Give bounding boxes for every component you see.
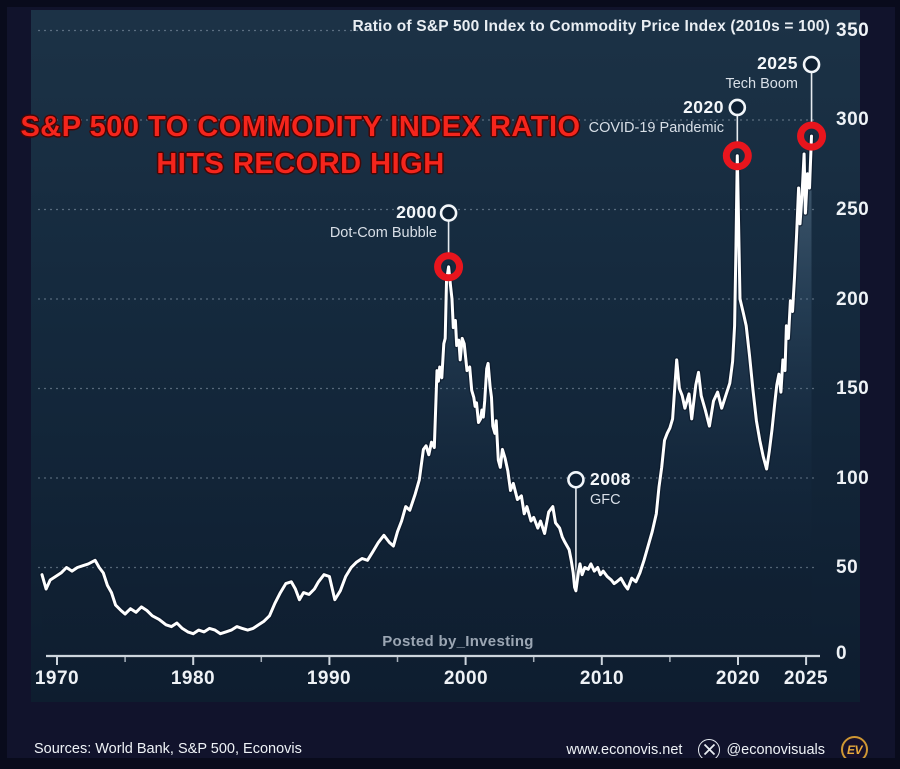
annotation-2020: 2020 COVID-19 Pandemic: [589, 97, 724, 136]
x-tick-label-1970: 1970: [34, 668, 80, 689]
y-tick-label-200: 200: [836, 289, 870, 310]
x-tick-label-1980: 1980: [170, 668, 216, 689]
annotation-2008: 2008 GFC: [590, 469, 631, 508]
annotation-2025-event: Tech Boom: [725, 76, 798, 92]
annotation-2025: 2025 Tech Boom: [725, 53, 798, 92]
watermark: Posted by_Investing: [382, 633, 534, 650]
annotation-2020-event: COVID-19 Pandemic: [588, 120, 724, 136]
headline: S&P 500 TO COMMODITY INDEX RATIO HITS RE…: [8, 109, 593, 183]
x-tick-label-2020: 2020: [715, 668, 761, 689]
chart-title: Ratio of S&P 500 Index to Commodity Pric…: [352, 18, 830, 35]
annotation-circle-2020: [728, 98, 747, 117]
y-tick-label-100: 100: [836, 468, 870, 489]
annotation-2008-year: 2008: [590, 469, 631, 489]
annotation-circle-2008: [567, 470, 585, 489]
left-edge: [0, 0, 7, 769]
y-tick-label-150: 150: [836, 378, 870, 399]
annotation-2008-event: GFC: [590, 492, 621, 508]
y-tick-label-0: 0: [836, 643, 848, 664]
bottom-edge: [0, 758, 900, 769]
x-tick-label-2000: 2000: [443, 668, 489, 689]
red-ring-2020: [722, 141, 752, 171]
annotation-2000-event: Dot-Com Bubble: [329, 225, 437, 241]
y-tick-label-300: 300: [836, 109, 870, 130]
annotation-circle-2025: [802, 55, 821, 74]
top-edge: [0, 0, 900, 7]
x-glyph: [703, 744, 715, 755]
sources-text: Sources: World Bank, S&P 500, Econovis: [34, 741, 302, 757]
headline-line1: S&P 500 TO COMMODITY INDEX RATIO: [20, 111, 581, 143]
annotation-circle-2000: [439, 204, 458, 222]
annotation-2025-year: 2025: [757, 53, 798, 73]
red-ring-2025: [797, 121, 827, 151]
ratio-area-fill: [42, 136, 812, 658]
red-ring-2000: [434, 252, 464, 282]
right-edge: [895, 0, 900, 769]
x-tick-label-1990: 1990: [306, 668, 352, 689]
annotation-2000: 2000 Dot-Com Bubble: [330, 202, 437, 241]
ratio-line: [40, 134, 813, 636]
x-handle[interactable]: @econovisuals: [726, 741, 825, 758]
website-link[interactable]: www.econovis.net: [566, 741, 683, 758]
headline-line2: HITS RECORD HIGH: [156, 148, 445, 180]
annotation-2020-year: 2020: [683, 97, 724, 117]
y-tick-label-250: 250: [836, 199, 870, 220]
x-tick-label-2010: 2010: [579, 668, 625, 689]
annotation-2000-year: 2000: [396, 202, 437, 222]
x-tick-label-2025: 2025: [783, 668, 829, 689]
y-tick-label-50: 50: [836, 557, 859, 578]
y-tick-label-350: 350: [836, 20, 870, 41]
